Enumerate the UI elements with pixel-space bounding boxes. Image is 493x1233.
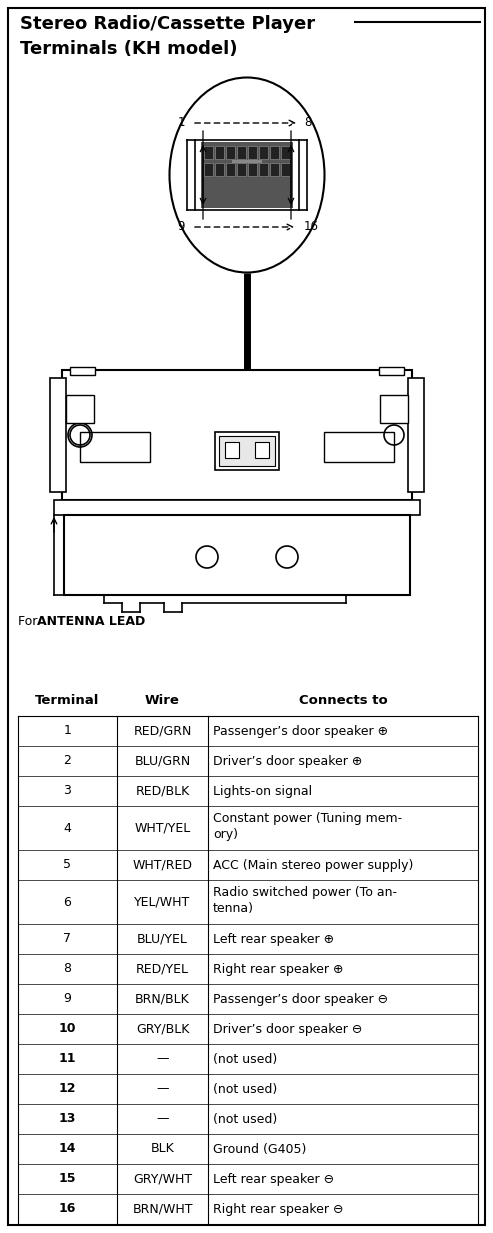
Text: WHT/RED: WHT/RED — [133, 858, 192, 872]
Text: Left rear speaker ⊖: Left rear speaker ⊖ — [213, 1173, 334, 1185]
Text: —: — — [156, 1083, 169, 1095]
Text: YEL/WHT: YEL/WHT — [135, 895, 191, 909]
Text: Left rear speaker ⊕: Left rear speaker ⊕ — [213, 932, 334, 946]
Text: Passenger’s door speaker ⊖: Passenger’s door speaker ⊖ — [213, 993, 388, 1005]
Text: GRY/WHT: GRY/WHT — [133, 1173, 192, 1185]
Text: Terminal: Terminal — [35, 694, 100, 707]
Text: BRN/WHT: BRN/WHT — [132, 1202, 193, 1216]
Text: 2: 2 — [64, 755, 71, 767]
Text: 12: 12 — [59, 1083, 76, 1095]
Text: 16: 16 — [59, 1202, 76, 1216]
Text: 3: 3 — [64, 784, 71, 798]
Text: Lights-on signal: Lights-on signal — [213, 784, 312, 798]
Bar — [226, 163, 235, 176]
Text: 11: 11 — [59, 1053, 76, 1065]
Text: Driver’s door speaker ⊕: Driver’s door speaker ⊕ — [213, 755, 362, 767]
Bar — [281, 163, 290, 176]
Bar — [248, 145, 257, 159]
Text: 13: 13 — [59, 1112, 76, 1126]
Text: Right rear speaker ⊕: Right rear speaker ⊕ — [213, 963, 344, 975]
Bar — [215, 432, 279, 470]
Text: 9: 9 — [177, 221, 185, 233]
Text: Radio switched power (To an-: Radio switched power (To an- — [213, 887, 397, 899]
Bar — [204, 145, 213, 159]
Text: 1: 1 — [64, 725, 71, 737]
Text: 7: 7 — [64, 932, 71, 946]
Text: 16: 16 — [304, 221, 319, 233]
Bar — [226, 145, 235, 159]
Bar — [380, 395, 408, 423]
Bar — [379, 367, 404, 375]
Bar — [80, 432, 150, 462]
Bar — [237, 163, 246, 176]
Text: Passenger’s door speaker ⊕: Passenger’s door speaker ⊕ — [213, 725, 388, 737]
Bar — [255, 441, 269, 457]
Text: 8: 8 — [64, 963, 71, 975]
Bar — [248, 163, 257, 176]
Bar — [259, 163, 268, 176]
Text: Terminals (KH model): Terminals (KH model) — [20, 39, 238, 58]
Bar — [270, 163, 279, 176]
Text: Constant power (Tuning mem-: Constant power (Tuning mem- — [213, 813, 402, 825]
Bar — [232, 160, 262, 163]
Text: tenna): tenna) — [213, 903, 254, 915]
Text: 6: 6 — [64, 895, 71, 909]
Text: (not used): (not used) — [213, 1083, 277, 1095]
Bar — [237, 145, 246, 159]
Text: —: — — [156, 1053, 169, 1065]
Text: 14: 14 — [59, 1143, 76, 1155]
Text: 8: 8 — [304, 116, 312, 129]
Text: BLU/GRN: BLU/GRN — [135, 755, 191, 767]
Bar — [66, 395, 94, 423]
Text: BRN/BLK: BRN/BLK — [135, 993, 190, 1005]
Bar — [201, 142, 293, 208]
Bar — [204, 163, 213, 176]
Text: Ground (G405): Ground (G405) — [213, 1143, 306, 1155]
Text: For: For — [18, 615, 41, 628]
Text: WHT/YEL: WHT/YEL — [135, 821, 191, 835]
Text: 5: 5 — [64, 858, 71, 872]
Text: RED/BLK: RED/BLK — [136, 784, 190, 798]
Text: ANTENNA LEAD: ANTENNA LEAD — [37, 615, 145, 628]
Bar — [50, 379, 66, 492]
Text: Driver’s door speaker ⊖: Driver’s door speaker ⊖ — [213, 1022, 362, 1036]
Text: BLK: BLK — [151, 1143, 175, 1155]
Bar — [225, 441, 239, 457]
Bar — [195, 141, 299, 210]
Bar — [281, 145, 290, 159]
Text: ory): ory) — [213, 829, 238, 841]
Text: RED/YEL: RED/YEL — [136, 963, 189, 975]
Text: Wire: Wire — [145, 694, 180, 707]
Bar — [215, 163, 224, 176]
Text: 9: 9 — [64, 993, 71, 1005]
Bar — [215, 145, 224, 159]
Text: GRY/BLK: GRY/BLK — [136, 1022, 189, 1036]
Text: 1: 1 — [177, 116, 185, 129]
Text: 10: 10 — [59, 1022, 76, 1036]
Bar — [259, 145, 268, 159]
Text: (not used): (not used) — [213, 1112, 277, 1126]
Text: Connects to: Connects to — [299, 694, 387, 707]
Bar — [219, 436, 275, 466]
Bar — [54, 501, 420, 515]
Bar — [324, 432, 394, 462]
Text: (not used): (not used) — [213, 1053, 277, 1065]
Bar — [64, 515, 410, 596]
Text: RED/GRN: RED/GRN — [133, 725, 192, 737]
Bar — [70, 367, 95, 375]
Bar — [62, 370, 412, 501]
Text: ACC (Main stereo power supply): ACC (Main stereo power supply) — [213, 858, 413, 872]
Bar — [408, 379, 424, 492]
Bar — [270, 145, 279, 159]
Text: Right rear speaker ⊖: Right rear speaker ⊖ — [213, 1202, 344, 1216]
Text: Stereo Radio/Cassette Player: Stereo Radio/Cassette Player — [20, 15, 315, 33]
Text: 15: 15 — [59, 1173, 76, 1185]
Text: —: — — [156, 1112, 169, 1126]
Text: 4: 4 — [64, 821, 71, 835]
Text: BLU/YEL: BLU/YEL — [137, 932, 188, 946]
